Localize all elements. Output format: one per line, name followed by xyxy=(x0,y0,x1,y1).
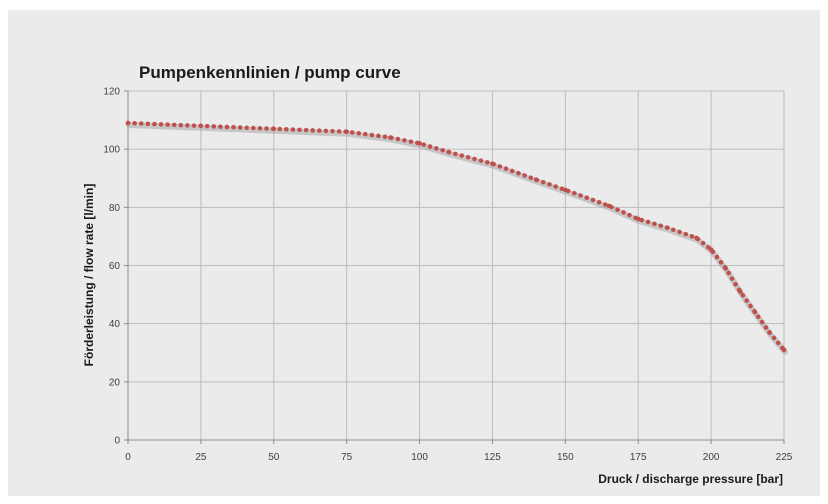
chart-title: Pumpenkennlinien / pump curve xyxy=(139,63,401,82)
data-point xyxy=(198,123,204,129)
data-point xyxy=(533,177,539,183)
data-point xyxy=(708,247,714,252)
series-line xyxy=(125,120,787,353)
data-point xyxy=(344,129,349,135)
chart-panel: Pumpenkennlinien / pump curve 0 25 50 75 100… xyxy=(8,10,820,496)
y-tick-label: 80 xyxy=(109,203,121,214)
x-tick-label: 175 xyxy=(630,452,647,463)
data-point xyxy=(723,266,728,271)
x-tick-label: 125 xyxy=(484,452,501,463)
data-point xyxy=(125,120,131,126)
data-point xyxy=(767,330,772,335)
x-tick-label: 25 xyxy=(195,452,207,463)
data-point xyxy=(665,225,670,230)
data-point xyxy=(490,161,495,167)
tick-labels: 0 25 50 75 100 125 150 175 200 225 0 20 40 60 80 100 120 xyxy=(103,87,792,464)
y-tick-label: 20 xyxy=(109,377,121,388)
data-point xyxy=(752,309,758,315)
y-tick-label: 120 xyxy=(103,87,120,98)
y-tick-label: 60 xyxy=(109,261,121,272)
series-line-shadow xyxy=(126,122,788,355)
data-point xyxy=(271,126,277,132)
data-point xyxy=(737,289,743,294)
x-axis-title: Druck / discharge pressure [bar] xyxy=(598,472,783,486)
x-tick-label: 225 xyxy=(776,452,793,463)
x-tick-label: 200 xyxy=(703,452,720,463)
y-tick-label: 40 xyxy=(109,319,121,330)
x-tick-label: 75 xyxy=(341,452,353,463)
y-tick-label: 0 xyxy=(114,436,120,447)
data-point xyxy=(446,149,452,155)
pump-curve-chart: Pumpenkennlinien / pump curve 0 25 50 75 100… xyxy=(82,63,793,486)
y-tick-label: 100 xyxy=(103,145,120,156)
x-tick-label: 150 xyxy=(557,452,574,463)
x-tick-label: 100 xyxy=(411,452,428,463)
data-point xyxy=(417,141,422,146)
grid xyxy=(128,90,785,440)
data-point xyxy=(635,216,641,222)
x-tick-label: 50 xyxy=(268,452,280,463)
data-point xyxy=(388,135,393,140)
x-tick-label: 0 xyxy=(125,452,131,463)
series-layer xyxy=(125,120,788,355)
data-point xyxy=(563,187,568,193)
y-axis-title: Förderleistung / flow rate [l/min] xyxy=(82,184,96,367)
data-point xyxy=(606,203,612,209)
data-point xyxy=(694,235,699,241)
axes xyxy=(124,90,785,444)
data-point xyxy=(781,347,787,353)
